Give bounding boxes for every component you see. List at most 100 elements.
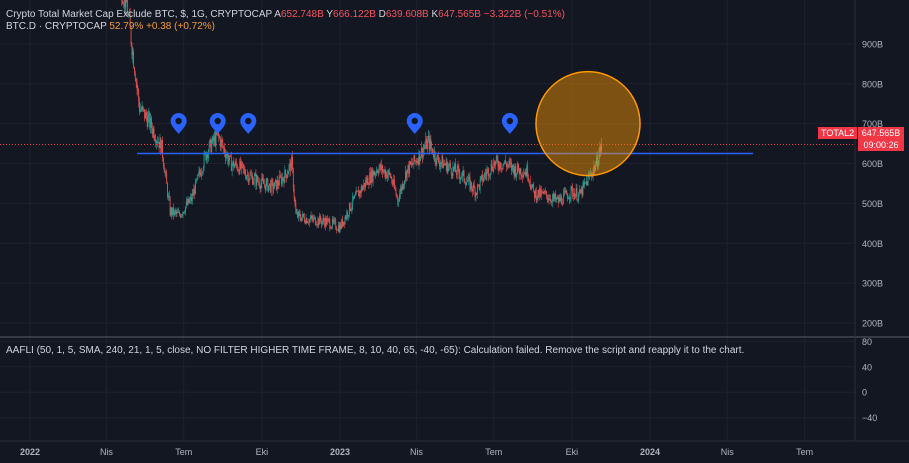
location-pin-icon[interactable] — [240, 113, 257, 134]
candle — [253, 172, 255, 187]
candle — [286, 169, 288, 179]
location-pin-icon[interactable] — [209, 113, 226, 134]
candle — [135, 78, 137, 89]
candle — [359, 189, 361, 199]
candle — [233, 157, 235, 172]
candle — [393, 175, 395, 190]
candle — [247, 169, 248, 182]
candle — [461, 172, 462, 180]
candle — [567, 192, 569, 202]
candle — [385, 169, 387, 182]
candle — [485, 168, 487, 181]
candle — [455, 169, 457, 179]
ohlc-key: A — [274, 9, 281, 20]
candle — [150, 113, 152, 134]
candle — [303, 212, 305, 223]
candle — [431, 141, 433, 153]
candle — [596, 151, 598, 171]
candle — [442, 152, 444, 169]
candle — [294, 196, 296, 208]
markers — [170, 113, 518, 134]
candle — [310, 211, 312, 220]
candle — [180, 214, 182, 218]
candle — [455, 158, 456, 173]
candle — [173, 209, 175, 217]
candle — [174, 207, 176, 216]
candle — [528, 173, 529, 184]
candle — [247, 172, 249, 186]
highlight-circle[interactable] — [535, 70, 641, 177]
ohlc-value: 647.565B — [438, 9, 481, 20]
candle — [312, 213, 314, 222]
candle — [564, 186, 566, 195]
candle — [478, 184, 479, 188]
location-pin-icon[interactable] — [170, 113, 187, 134]
candle — [538, 189, 540, 199]
candle — [404, 180, 405, 190]
candle — [232, 160, 234, 167]
candle — [563, 187, 565, 197]
candle — [373, 170, 375, 176]
candle — [470, 180, 472, 192]
candle — [376, 168, 378, 174]
candle — [276, 176, 278, 194]
indicator-axis[interactable]: 80 40 0 −40 — [862, 337, 877, 423]
candle — [501, 167, 503, 172]
candle — [336, 225, 338, 234]
candle — [453, 166, 455, 172]
candle — [521, 174, 523, 180]
candle — [318, 217, 320, 229]
candle — [257, 174, 259, 183]
candle — [296, 208, 298, 215]
candle — [440, 161, 442, 170]
candle — [500, 162, 501, 172]
candle — [378, 164, 380, 175]
candle — [444, 159, 445, 166]
candle — [209, 138, 211, 148]
candle — [221, 138, 223, 148]
candle — [140, 103, 141, 113]
candle — [249, 171, 251, 181]
candle — [286, 174, 287, 183]
candle — [185, 196, 187, 209]
candle — [353, 196, 354, 201]
candle — [163, 162, 165, 173]
time-axis[interactable]: 2022 Nis Tem Eki 2023 Nis Tem Eki 2024 Nis Tem — [20, 447, 813, 457]
candle — [327, 217, 329, 223]
candle — [576, 184, 578, 202]
candle — [531, 183, 533, 190]
candle — [212, 135, 214, 145]
candle — [342, 215, 343, 228]
candle — [583, 179, 585, 188]
candle — [149, 111, 151, 131]
candle — [335, 217, 337, 230]
candle — [402, 180, 404, 190]
candle — [123, 0, 125, 13]
price-axis[interactable]: 200B 300B 400B 500B 600B 700B 800B 900B — [862, 39, 883, 328]
location-pin-icon[interactable] — [501, 113, 518, 134]
symbol-title: Crypto Total Market Cap Exclude BTC, $, … — [6, 9, 273, 20]
candle — [500, 163, 502, 173]
candle — [405, 170, 407, 182]
candle — [314, 216, 316, 226]
candle — [387, 169, 388, 183]
candle — [552, 190, 554, 202]
price-change: −3.322B (−0.51%) — [483, 9, 565, 20]
candle — [131, 41, 133, 60]
candle — [427, 129, 429, 143]
candle — [533, 181, 535, 193]
candle — [309, 215, 311, 223]
candle — [284, 165, 286, 184]
ohlc-value: 652.748B — [280, 9, 324, 20]
candle — [515, 163, 517, 179]
candle — [254, 171, 256, 177]
candle — [155, 133, 157, 148]
candle — [147, 110, 149, 128]
location-pin-icon[interactable] — [406, 113, 423, 134]
candle — [546, 194, 548, 203]
candle — [129, 7, 131, 28]
candle — [329, 216, 331, 232]
candle — [355, 186, 357, 195]
candle — [487, 167, 489, 174]
